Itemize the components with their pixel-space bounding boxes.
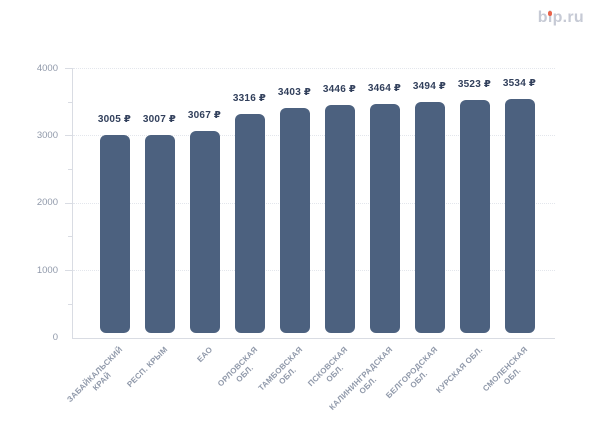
- bar: [324, 105, 355, 333]
- bar: [99, 135, 130, 333]
- y-axis-tick-label: 3000: [36, 129, 58, 141]
- y-axis-minor-tick: [68, 169, 72, 171]
- x-axis-label-line: ЕАО: [194, 345, 214, 364]
- x-axis-label: РЕСП. КРЫМ: [125, 345, 170, 390]
- x-axis-line: [72, 338, 555, 339]
- bar-value-label: 3067 ₽: [187, 109, 222, 121]
- bar-value-label: 3523 ₽: [457, 79, 492, 91]
- y-axis-tick: [65, 135, 72, 137]
- y-axis-minor-tick: [68, 101, 72, 103]
- y-axis-tick: [65, 270, 72, 272]
- bar-value-label: 3446 ₽: [322, 84, 357, 96]
- bar-value-label: 3403 ₽: [277, 87, 312, 99]
- gridline: [73, 68, 555, 69]
- y-axis-tick: [65, 202, 72, 204]
- logo-i-dot: [547, 11, 552, 16]
- bar: [189, 130, 220, 333]
- y-axis-tick-label: 4000: [36, 62, 58, 74]
- logo: bip.ru: [538, 9, 584, 27]
- y-axis-minor-tick: [68, 236, 72, 238]
- x-axis-label-line: РЕСП. КРЫМ: [124, 345, 169, 390]
- y-axis-tick-label: 1000: [36, 264, 58, 276]
- y-axis-tick-label: 0: [52, 332, 58, 343]
- x-axis-label: ТАМБОВСКАЯ ОБЛ.: [256, 345, 312, 401]
- y-axis-tick-label: 2000: [36, 197, 58, 209]
- bar-value-label: 3316 ₽: [232, 93, 267, 105]
- bar: [369, 104, 400, 333]
- gridline: [73, 135, 555, 137]
- bar-value-label: 3464 ₽: [367, 83, 402, 95]
- x-axis-label: ЕАО: [195, 345, 215, 365]
- logo-text: bip.ru: [537, 9, 584, 26]
- bar: [234, 114, 265, 333]
- bar: [144, 134, 175, 333]
- bar: [414, 102, 445, 333]
- gridline: [73, 270, 555, 272]
- bar-value-label: 3534 ₽: [502, 78, 537, 90]
- bar-value-label: 3494 ₽: [412, 81, 447, 93]
- bar-value-label: 3005 ₽: [97, 114, 132, 126]
- bar: [279, 108, 310, 333]
- gridline: [73, 202, 555, 204]
- x-axis-label: ЗАБАЙКАЛЬСКИЙ КРАЙ: [65, 345, 132, 412]
- y-axis-minor-tick: [68, 303, 72, 305]
- y-axis-tick: [65, 68, 72, 69]
- y-axis-line: [72, 68, 73, 338]
- x-axis-label: СМОЛЕНСКАЯ ОБЛ.: [481, 345, 538, 402]
- bar: [504, 99, 535, 333]
- bar: [459, 100, 490, 333]
- bar-value-label: 3007 ₽: [142, 113, 177, 125]
